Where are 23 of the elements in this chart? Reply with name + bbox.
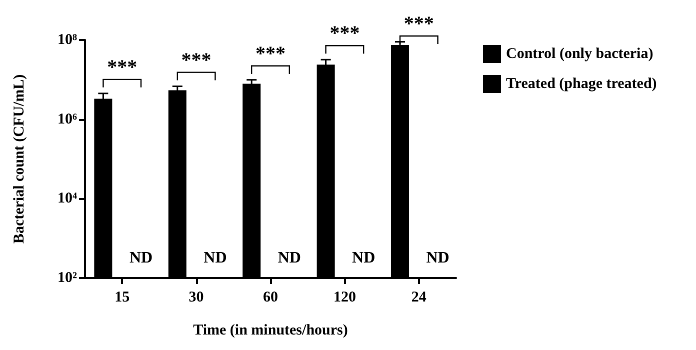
annotation: ND bbox=[129, 250, 153, 266]
y-axis-title: Bacterial count (CFU/mL) bbox=[12, 74, 28, 244]
annotation: *** bbox=[107, 56, 138, 78]
annotation: ND bbox=[352, 250, 376, 266]
text: *** bbox=[404, 13, 434, 35]
annotation: ND bbox=[278, 250, 301, 266]
y-tick-label: 10⁶ bbox=[58, 111, 78, 128]
annotation: ND bbox=[426, 250, 450, 266]
annotation: *** bbox=[330, 22, 360, 45]
x-tick-label: 24 bbox=[411, 290, 427, 306]
x-tick-label: 15 bbox=[114, 290, 130, 306]
annotation: *** bbox=[256, 42, 286, 65]
y-tick-label: 10⁴ bbox=[58, 190, 78, 207]
legend-label: Treated (phage treated) bbox=[506, 76, 657, 92]
y-tick-label: 10² bbox=[58, 270, 78, 286]
y-tick-label: 10⁸ bbox=[58, 32, 78, 48]
legend-label: Control (only bacteria) bbox=[506, 46, 654, 62]
annotation: *** bbox=[181, 49, 212, 72]
x-tick-label: 30 bbox=[188, 290, 204, 306]
x-axis-title: Time (in minutes/hours) bbox=[193, 322, 348, 338]
annotation: ND bbox=[204, 250, 227, 266]
x-tick-label: 120 bbox=[333, 290, 356, 306]
x-tick-label: 60 bbox=[263, 290, 278, 306]
